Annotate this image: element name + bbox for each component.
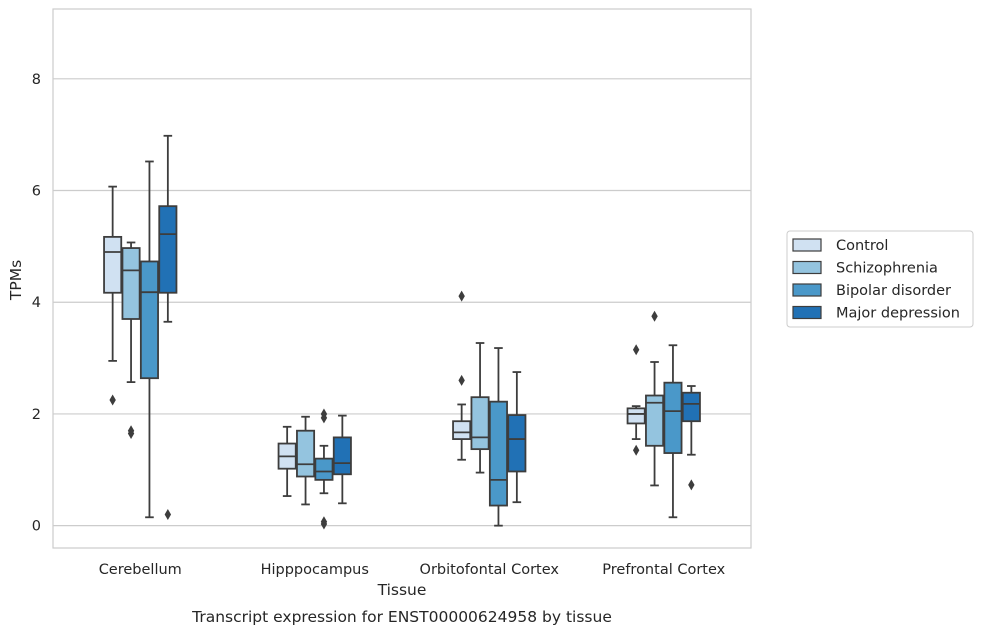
- legend-swatch: [792, 260, 822, 275]
- outlier-point: [688, 479, 695, 491]
- box: [452, 420, 472, 440]
- box: [103, 235, 123, 294]
- outlier-point: [127, 427, 135, 439]
- box: [314, 457, 334, 481]
- outlier-point: [632, 444, 640, 456]
- outlier-point: [320, 518, 328, 530]
- outlier-point: [164, 508, 172, 520]
- series-bipolar-disorder: [139, 160, 683, 530]
- y-tick-label: 6: [32, 184, 41, 200]
- series-major-depression: [158, 134, 701, 520]
- box: [488, 400, 508, 507]
- legend-swatch: [792, 238, 822, 252]
- legend-frame: [786, 230, 974, 328]
- y-tick-label: 2: [32, 407, 41, 423]
- box: [332, 436, 352, 476]
- outlier-point: [458, 290, 465, 302]
- box: [470, 396, 490, 451]
- x-tick-label: Orbitofontal Cortex: [420, 562, 560, 578]
- box: [645, 394, 665, 447]
- y-tick-label: 4: [32, 295, 41, 311]
- outlier-point: [651, 310, 658, 322]
- legend-swatch: [792, 283, 822, 297]
- legend-swatch: [792, 305, 822, 320]
- chart-caption: Transcript expression for ENST0000062495…: [191, 608, 612, 626]
- x-axis-tick-labels: Cerebellum Hipppocampus Orbitofontal Corte…: [99, 562, 726, 578]
- outlier-point: [320, 412, 328, 424]
- y-axis-tick-labels: 0 2 4 6 8: [32, 72, 41, 535]
- series-schizophrenia: [121, 241, 665, 506]
- x-tick-label: Cerebellum: [99, 562, 182, 578]
- legend: Control Schizophrenia Bipolar disorder Majo…: [786, 230, 974, 328]
- outlier-point: [458, 374, 465, 386]
- box: [681, 391, 701, 423]
- y-axis-title: TPMs: [7, 260, 25, 301]
- x-tick-label: Hipppocampus: [261, 562, 369, 578]
- x-axis-title: Tissue: [377, 581, 427, 599]
- legend-label: Control: [836, 238, 888, 254]
- legend-label: Major depression: [836, 306, 960, 322]
- y-tick-label: 8: [32, 72, 41, 88]
- box-series: [103, 134, 701, 530]
- box: [507, 414, 527, 473]
- outlier-point: [109, 394, 116, 406]
- box: [158, 205, 178, 294]
- box: [139, 260, 159, 380]
- outlier-point: [632, 344, 640, 356]
- legend-label: Schizophrenia: [836, 261, 938, 277]
- y-tick-label: 0: [32, 519, 41, 535]
- box: [626, 407, 646, 425]
- box: [663, 381, 683, 454]
- x-tick-label: Prefrontal Cortex: [602, 562, 725, 578]
- box: [296, 429, 316, 478]
- box: [121, 247, 141, 320]
- series-control: [103, 185, 646, 497]
- legend-label: Bipolar disorder: [836, 283, 951, 299]
